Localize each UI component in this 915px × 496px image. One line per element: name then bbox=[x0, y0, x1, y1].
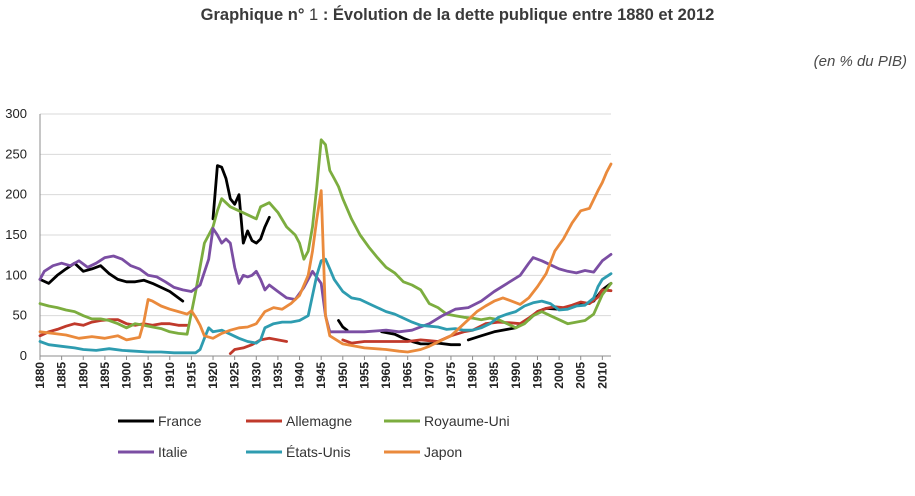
x-tick-label: 1890 bbox=[76, 362, 90, 389]
x-tick-label: 1885 bbox=[55, 362, 69, 389]
x-tick-label: 1995 bbox=[530, 362, 544, 389]
x-tick-label: 1880 bbox=[33, 362, 47, 389]
x-tick-label: 1920 bbox=[206, 362, 220, 389]
chart-title: Graphique n° 1 : Évolution de la dette p… bbox=[0, 6, 915, 25]
x-tick-label: 2005 bbox=[574, 362, 588, 389]
series-line-france bbox=[211, 164, 271, 245]
y-tick-label: 200 bbox=[5, 187, 27, 202]
x-tick-label: 1925 bbox=[228, 362, 242, 389]
series-line-allemagne bbox=[38, 318, 189, 338]
x-tick-label: 1915 bbox=[184, 362, 198, 389]
legend-label: France bbox=[158, 413, 202, 429]
x-tick-label: 1945 bbox=[314, 362, 328, 389]
x-tick-label: 1935 bbox=[271, 362, 285, 389]
y-tick-label: 0 bbox=[20, 348, 27, 363]
x-tick-label: 2000 bbox=[552, 362, 566, 389]
series-line-france bbox=[380, 330, 461, 347]
legend-label: États-Unis bbox=[286, 444, 351, 460]
y-tick-label: 150 bbox=[5, 227, 27, 242]
title-rest: : Évolution de la dette publique entre 1… bbox=[322, 6, 715, 24]
x-tick-label: 1895 bbox=[98, 362, 112, 389]
x-tick-label: 1950 bbox=[336, 362, 350, 389]
x-tick-label: 1905 bbox=[141, 362, 155, 389]
unit-label: (en % du PIB) bbox=[813, 53, 907, 70]
title-number: 1 bbox=[309, 6, 319, 24]
x-tick-label: 1930 bbox=[249, 362, 263, 389]
x-tick-label: 1900 bbox=[120, 362, 134, 389]
y-tick-label: 250 bbox=[5, 146, 27, 161]
x-tick-label: 1975 bbox=[444, 362, 458, 389]
legend-label: Allemagne bbox=[286, 413, 352, 429]
x-tick-label: 1960 bbox=[379, 362, 393, 389]
legend-label: Italie bbox=[158, 444, 188, 460]
series-line--tats-unis bbox=[38, 257, 613, 355]
x-tick-label: 2010 bbox=[595, 362, 609, 389]
series-line-italie bbox=[38, 227, 613, 334]
series-line-royaume-uni bbox=[38, 138, 613, 336]
series-line-france bbox=[38, 261, 185, 303]
series-line-japon bbox=[38, 162, 613, 354]
x-tick-label: 1940 bbox=[293, 362, 307, 389]
y-tick-label: 300 bbox=[5, 106, 27, 121]
y-tick-label: 50 bbox=[13, 308, 27, 323]
legend-label: Japon bbox=[424, 444, 462, 460]
x-tick-label: 1990 bbox=[509, 362, 523, 389]
series-line-france bbox=[337, 319, 349, 332]
x-tick-label: 1980 bbox=[466, 362, 480, 389]
x-tick-label: 1910 bbox=[163, 362, 177, 389]
legend-label: Royaume-Uni bbox=[424, 413, 510, 429]
x-tick-label: 1985 bbox=[487, 362, 501, 389]
x-tick-label: 1970 bbox=[422, 362, 436, 389]
line-chart: 0 50 100 150 200 250 300 1880 1885 1890 1895 1900 19… bbox=[5, 106, 613, 460]
x-tick-label: 1965 bbox=[401, 362, 415, 389]
series-line-allemagne bbox=[341, 288, 613, 345]
x-tick-label: 1955 bbox=[357, 362, 371, 389]
title-prefix: Graphique n° bbox=[200, 6, 305, 24]
y-tick-label: 100 bbox=[5, 267, 27, 282]
